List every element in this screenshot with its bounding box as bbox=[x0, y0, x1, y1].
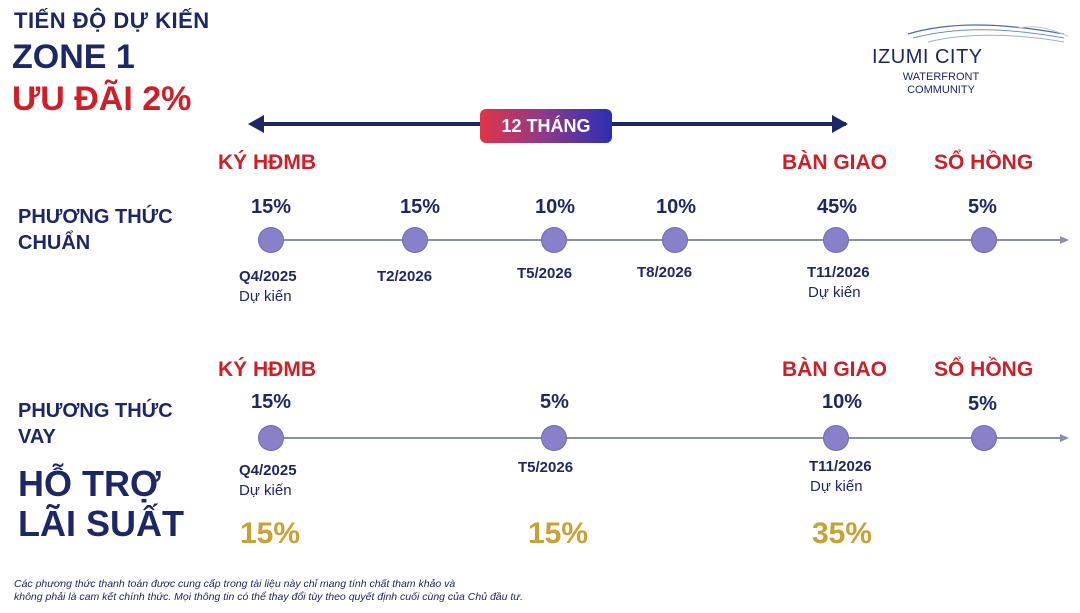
milestone-dot bbox=[663, 228, 687, 252]
arrow-right-icon bbox=[832, 115, 848, 133]
milestone-date: Q4/2025 bbox=[239, 462, 297, 479]
logo-sub-line2: COMMUNITY bbox=[907, 84, 975, 96]
plan-loan-label: PHƯƠNG THỨC VAY bbox=[18, 398, 173, 450]
milestone-date: T11/2026 bbox=[807, 264, 870, 281]
milestone-dot bbox=[824, 426, 848, 450]
milestone-percent: 5% bbox=[540, 391, 569, 413]
stage-sign-standard: KÝ HĐMB bbox=[218, 151, 316, 174]
milestone-dot bbox=[972, 426, 996, 450]
milestone-dot bbox=[542, 228, 566, 252]
zone-title: ZONE 1 bbox=[12, 38, 135, 76]
stage-handover-standard: BÀN GIAO bbox=[782, 151, 887, 174]
milestone-note: Dự kiến bbox=[810, 478, 863, 495]
disclaimer-footnote: Các phương thức thanh toán được cung cấp… bbox=[14, 578, 634, 604]
milestone-dot bbox=[403, 228, 427, 252]
stage-pinkbook-standard: SỔ HỒNG bbox=[934, 151, 1034, 174]
footnote-line2: không phải là cam kết chính thức. Mọi th… bbox=[14, 591, 523, 603]
milestone-dot bbox=[972, 228, 996, 252]
milestone-dot bbox=[259, 426, 283, 450]
milestone-percent: 15% bbox=[251, 391, 292, 413]
milestone-percent: 15% bbox=[400, 196, 441, 218]
stage-handover-loan: BÀN GIAO bbox=[782, 358, 887, 381]
duration-badge: 12 THÁNG bbox=[480, 109, 612, 143]
logo-subtitle: WATERFRONT COMMUNITY bbox=[896, 71, 986, 97]
interest-support-value: 15% bbox=[528, 517, 589, 550]
promo-title: ƯU ĐÃI 2% bbox=[12, 80, 192, 118]
milestone-percent: 45% bbox=[817, 196, 858, 218]
logo-sub-line1: WATERFRONT bbox=[902, 71, 980, 83]
milestone-percent: 10% bbox=[656, 196, 697, 218]
milestone-percent: 10% bbox=[822, 391, 863, 413]
timeline-arrow-icon bbox=[1060, 434, 1069, 442]
interest-support-title: HỖ TRỢ LÃI SUẤT bbox=[18, 464, 184, 544]
interest-support-line1: HỖ TRỢ bbox=[18, 463, 161, 504]
stage-sign-loan: KÝ HĐMB bbox=[218, 358, 316, 381]
milestone-dot bbox=[542, 426, 566, 450]
arrow-left-icon bbox=[248, 115, 264, 133]
header-subtitle: TIẾN ĐỘ DỰ KIẾN bbox=[14, 8, 210, 33]
milestone-date: T5/2026 bbox=[517, 265, 573, 282]
interest-support-value: 15% bbox=[240, 517, 301, 550]
milestone-percent: 15% bbox=[251, 196, 292, 218]
plan-standard-label-line1: PHƯƠNG THỨC bbox=[18, 206, 173, 228]
milestone-percent: 5% bbox=[968, 196, 997, 218]
milestone-date: T11/2026 bbox=[809, 458, 872, 475]
milestone-dot bbox=[259, 228, 283, 252]
milestone-date: T8/2026 bbox=[637, 264, 693, 281]
milestone-date: T2/2026 bbox=[377, 268, 433, 285]
plan-standard-label-line2: CHUẨN bbox=[18, 232, 91, 254]
footnote-line1: Các phương thức thanh toán được cung cấp… bbox=[14, 578, 456, 590]
milestone-note: Dự kiến bbox=[239, 288, 292, 305]
timeline-arrow-icon bbox=[1060, 236, 1069, 244]
milestone-dot bbox=[824, 228, 848, 252]
milestone-percent: 10% bbox=[535, 196, 576, 218]
timeline-standard bbox=[262, 239, 1060, 241]
milestone-date: T5/2026 bbox=[518, 459, 574, 476]
milestone-note: Dự kiến bbox=[808, 284, 861, 301]
milestone-date: Q4/2025 bbox=[239, 268, 297, 285]
izumi-logo-wave-icon bbox=[907, 24, 1068, 43]
milestone-note: Dự kiến bbox=[239, 482, 292, 499]
milestone-percent: 5% bbox=[968, 393, 997, 415]
timeline-loan bbox=[262, 437, 1060, 439]
plan-standard-label: PHƯƠNG THỨC CHUẨN bbox=[18, 204, 173, 256]
logo-name: IZUMI CITY bbox=[872, 46, 983, 68]
plan-loan-label-line1: PHƯƠNG THỨC bbox=[18, 400, 173, 422]
stage-pinkbook-loan: SỔ HỒNG bbox=[934, 358, 1034, 381]
interest-support-value: 35% bbox=[812, 517, 873, 550]
plan-loan-label-line2: VAY bbox=[18, 426, 56, 448]
interest-support-line2: LÃI SUẤT bbox=[18, 503, 184, 544]
